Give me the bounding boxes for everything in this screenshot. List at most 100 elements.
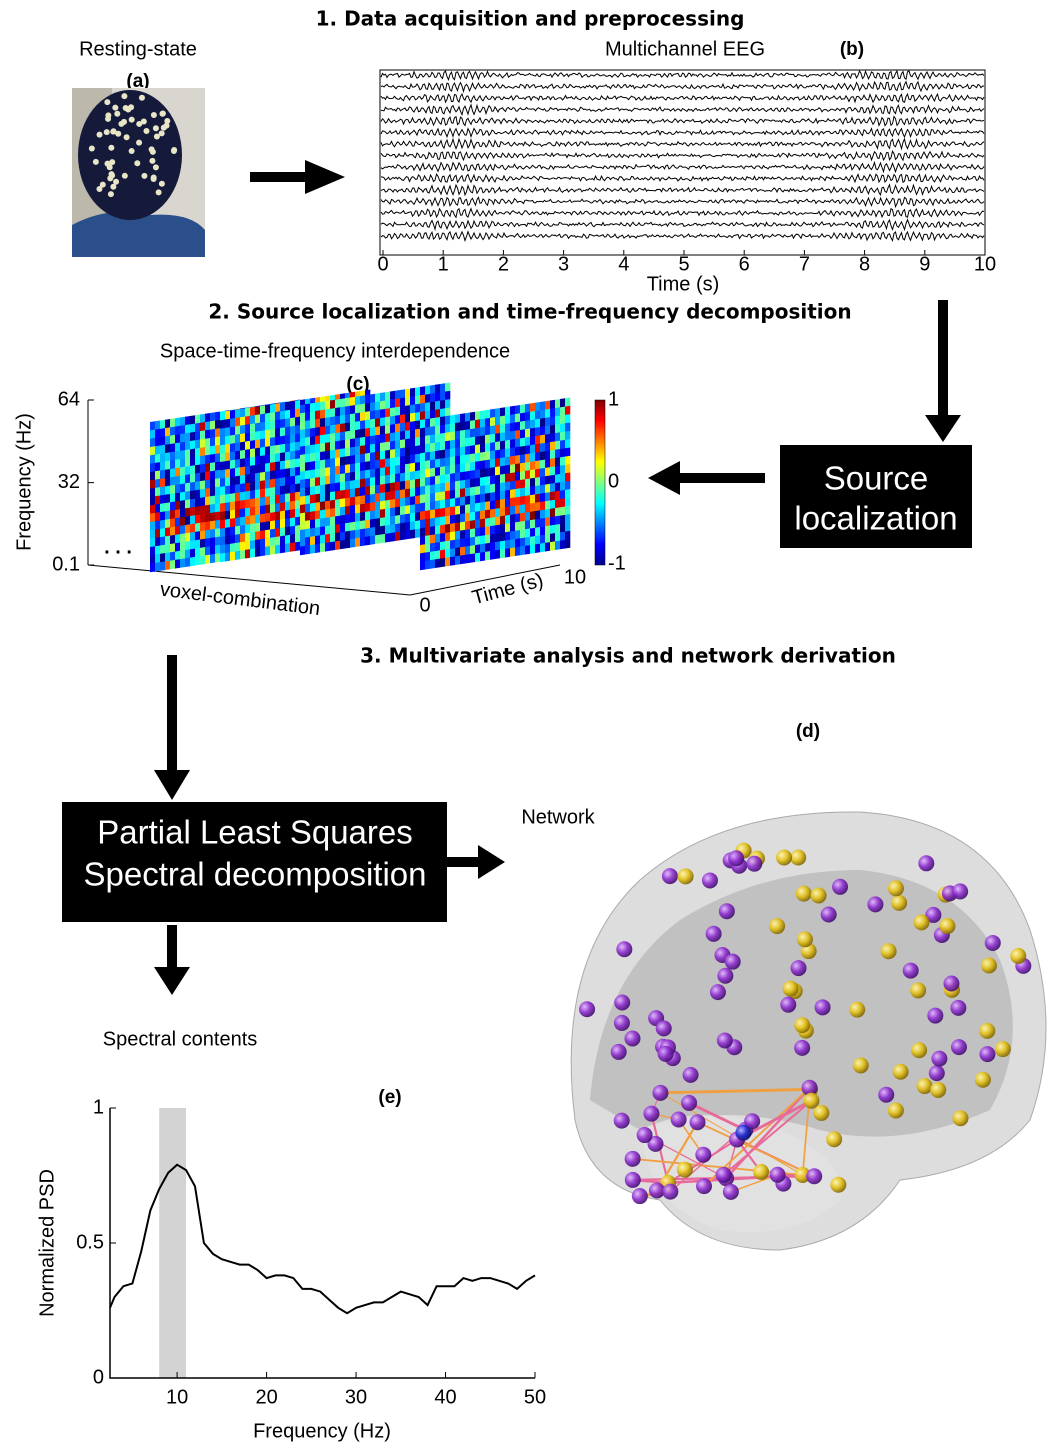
- heatmap-cell: [460, 479, 466, 490]
- heatmap-cell: [370, 485, 376, 495]
- heatmap-cell: [195, 414, 201, 424]
- heatmap-cell: [330, 524, 336, 535]
- node: [902, 962, 919, 979]
- heatmap-cell: [290, 409, 296, 419]
- heatmap-cell: [425, 410, 431, 420]
- heatmap-cell: [475, 444, 481, 454]
- heatmap-cell: [165, 477, 171, 487]
- heatmap-cell: [350, 446, 356, 457]
- section-title: 3. Multivariate analysis and network der…: [360, 644, 896, 668]
- heatmap-cell: [280, 460, 286, 470]
- heatmap-cell: [285, 543, 291, 553]
- heatmap-cell: [260, 446, 266, 457]
- heatmap-cell: [555, 423, 561, 434]
- heatmap-cell: [155, 420, 161, 430]
- heatmap-cell: [185, 499, 191, 509]
- heatmap-cell: [385, 466, 391, 476]
- heatmap-cell: [540, 501, 546, 511]
- tick-label: 40: [434, 1386, 456, 1408]
- heatmap-cell: [480, 426, 486, 437]
- heatmap-cell: [295, 491, 301, 502]
- heatmap-cell: [450, 423, 456, 433]
- heatmap-cell: [260, 471, 266, 482]
- heatmap-cell: [560, 406, 566, 416]
- electrode: [121, 93, 128, 100]
- heatmap-cell: [190, 448, 196, 458]
- heatmap-cell: [555, 415, 561, 426]
- heatmap-cell: [370, 527, 376, 537]
- heatmap-cell: [175, 442, 181, 452]
- heatmap-cell: [390, 524, 396, 534]
- electrode: [104, 99, 111, 106]
- heatmap-cell: [380, 458, 386, 469]
- heatmap-cell: [320, 451, 326, 461]
- heatmap-cell: [195, 506, 201, 516]
- heatmap-cell: [505, 481, 511, 491]
- heatmap-cell: [285, 426, 291, 436]
- tick-label: 50: [524, 1386, 546, 1408]
- heatmap-cell: [255, 539, 261, 549]
- node: [796, 931, 813, 948]
- process-box: [62, 802, 447, 922]
- eeg-trace: [380, 137, 985, 151]
- node: [624, 1030, 641, 1047]
- heatmap-cell: [220, 511, 226, 521]
- electrode: [155, 189, 162, 196]
- heatmap-cell: [500, 523, 506, 534]
- heatmap-cell: [265, 462, 271, 473]
- heatmap-cell: [565, 505, 571, 516]
- heatmap-cell: [505, 523, 511, 533]
- heatmap-cell: [180, 475, 186, 485]
- heatmap-cell: [330, 449, 336, 460]
- heatmap-cell: [155, 478, 161, 489]
- heatmap-cell: [515, 513, 521, 523]
- heatmap-cell: [215, 419, 221, 430]
- heatmap-cell: [300, 487, 306, 497]
- edge: [723, 1099, 813, 1176]
- heatmap-cell: [265, 487, 271, 498]
- heatmap-cell: [315, 543, 321, 554]
- heatmap-cell: [410, 412, 416, 423]
- heatmap-cell: [175, 459, 181, 469]
- heatmap-cell: [255, 455, 261, 466]
- heatmap-cell: [300, 537, 306, 547]
- heatmap-cell: [170, 559, 176, 570]
- heatmap-cell: [265, 521, 271, 531]
- heatmap-cell: [565, 397, 571, 407]
- heatmap-cell: [150, 537, 156, 548]
- heatmap-cell: [275, 502, 281, 513]
- heatmap-cell: [375, 517, 381, 528]
- heatmap-cell: [295, 474, 301, 485]
- heatmap-cell: [300, 445, 306, 456]
- heatmap-cell: [255, 405, 261, 416]
- heatmap-cell: [265, 504, 271, 514]
- node: [636, 1127, 653, 1144]
- heatmap-cell: [460, 471, 466, 481]
- heatmap-cell: [445, 407, 451, 417]
- heatmap-cell: [195, 422, 201, 433]
- heatmap-cell: [520, 437, 526, 447]
- electrode: [107, 191, 114, 198]
- heatmap-cell: [395, 431, 401, 442]
- heatmap-cell: [280, 518, 286, 529]
- heatmap-cell: [500, 532, 506, 542]
- heatmap-cell: [385, 483, 391, 493]
- heatmap-cell: [505, 514, 511, 525]
- heatmap-cell: [165, 510, 171, 521]
- heatmap-cell: [435, 466, 441, 477]
- heatmap-cell: [335, 465, 341, 476]
- heatmap-cell: [390, 490, 396, 501]
- eeg-trace: [380, 218, 985, 232]
- heatmap-cell: [400, 472, 406, 482]
- heatmap-cell: [210, 487, 216, 497]
- heatmap-cell: [470, 520, 476, 530]
- heatmap-cell: [345, 397, 351, 407]
- heatmap-cell: [430, 434, 436, 444]
- heatmap-cell: [320, 484, 326, 494]
- heatmap-cell: [235, 458, 241, 469]
- heatmap-cell: [525, 420, 531, 430]
- heatmap-cell: [270, 462, 276, 472]
- node: [717, 967, 734, 984]
- heatmap-cell: [310, 444, 316, 454]
- heatmap-cell: [535, 543, 541, 554]
